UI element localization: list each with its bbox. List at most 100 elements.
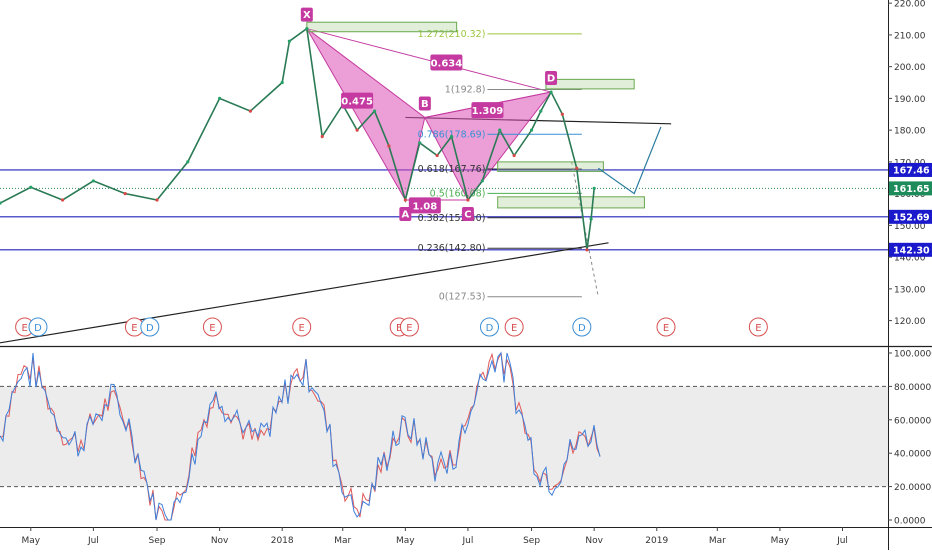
price-point: [418, 141, 422, 145]
oscillator-tick-label: 100.0000: [894, 350, 932, 360]
price-point: [435, 153, 439, 158]
event-marker: [399, 317, 419, 337]
price-tick-label: 210.00: [894, 31, 926, 41]
pattern-ratio-label: 0.475: [341, 97, 373, 108]
pattern-ratio-label: 1.309: [472, 106, 504, 117]
price-point: [186, 160, 190, 164]
pattern-leg-xd: [306, 28, 552, 93]
oscillator-tick-label: 60.0000: [894, 416, 931, 426]
trend-line: [0, 242, 609, 344]
price-tick-label: 150.00: [894, 222, 926, 232]
price-point: [575, 166, 579, 170]
price-point: [529, 128, 534, 132]
target-zone-box: [497, 161, 604, 172]
price-point: [549, 90, 553, 94]
pattern-point-label: X: [303, 10, 311, 21]
pattern-point-badge: [461, 206, 474, 221]
price-point: [560, 112, 564, 116]
price-tick-label: 180.00: [894, 127, 926, 137]
price-tick-label: 120.00: [894, 317, 926, 327]
fib-level-label: 0.618(167.76): [418, 164, 486, 175]
event-marker: [656, 317, 676, 337]
event-marker: [292, 317, 312, 337]
event-marker-label: E: [755, 323, 761, 334]
price-point: [155, 198, 159, 202]
price-point: [449, 134, 454, 139]
event-marker-label: E: [663, 323, 669, 334]
time-tick-label: Sep: [149, 536, 166, 546]
event-marker-label: E: [406, 323, 412, 334]
price-point: [305, 26, 309, 31]
target-zone-box: [497, 196, 645, 209]
time-tick-label: Sep: [523, 536, 540, 546]
time-tick-label: May: [396, 536, 415, 546]
event-marker-label: E: [209, 323, 215, 334]
price-level-value: 142.30: [893, 245, 930, 256]
price-point: [123, 192, 127, 196]
target-zone-box: [545, 78, 635, 90]
oscillator-tick-label: 0.0000: [894, 516, 926, 526]
pattern-point-badge: [300, 7, 313, 22]
price-point: [287, 39, 291, 43]
price-tick-label: 130.00: [894, 285, 926, 295]
pattern-point-label: C: [464, 209, 471, 220]
pattern-ratio-badge: [408, 197, 441, 214]
fib-level-label: 0.236(142.80): [418, 243, 486, 254]
fib-level-label: 1(192.8): [445, 85, 486, 96]
event-marker: [202, 317, 222, 337]
price-point: [60, 198, 65, 202]
price-point: [280, 80, 284, 85]
oscillator-line-d: [0, 351, 601, 521]
price-point: [480, 179, 484, 183]
price-tick-label: 190.00: [894, 95, 926, 105]
price-point: [355, 128, 359, 132]
price-point: [320, 134, 324, 139]
price-tick-label: 200.00: [894, 63, 926, 73]
time-tick-label: May: [21, 536, 40, 546]
fib-level-label: 0.786(178.69): [418, 129, 486, 140]
price-tick-label: 220.00: [894, 0, 926, 10]
time-tick-label: Jul: [836, 536, 848, 546]
pattern-ratio-badge: [430, 54, 463, 71]
pattern-ratio-badge: [471, 102, 504, 119]
time-tick-label: May: [771, 536, 790, 546]
event-marker: [504, 317, 524, 337]
price-level-badge: [889, 181, 932, 196]
price-point: [248, 109, 252, 113]
oscillator-tick-label: 20.0000: [894, 483, 931, 493]
oscillator-tick-label: 80.0000: [894, 383, 931, 393]
event-marker: [748, 317, 768, 337]
event-marker-label: E: [511, 323, 517, 334]
price-level-badge: [889, 242, 932, 257]
time-tick-label: Mar: [709, 536, 726, 546]
target-zone-box: [306, 21, 458, 33]
price-level-badge: [889, 162, 932, 177]
price-level-value: 161.65: [893, 184, 930, 195]
price-level-value: 167.46: [893, 165, 930, 176]
price-point: [592, 186, 596, 190]
price-point: [387, 144, 391, 148]
pattern-point-badge: [399, 206, 412, 221]
price-point: [585, 248, 589, 252]
pattern-point-badge: [418, 96, 431, 111]
event-marker-label: D: [486, 323, 494, 334]
time-tick-label: Jul: [87, 536, 99, 546]
price-point: [589, 217, 593, 221]
event-marker-label: E: [131, 323, 137, 334]
event-marker: [28, 317, 48, 337]
oscillator-band-fill: [0, 386, 888, 487]
time-tick-label: Jul: [462, 536, 474, 546]
price-point: [0, 201, 2, 205]
price-point: [218, 96, 222, 101]
projection-arrow: [597, 126, 662, 195]
oscillator-tick-label: 40.0000: [894, 450, 931, 460]
time-tick-label: Mar: [334, 536, 351, 546]
fib-level-label: 1.272(210.32): [418, 29, 486, 40]
pattern-point-badge: [545, 71, 558, 86]
event-marker: [140, 317, 160, 337]
pattern-point-label: B: [421, 99, 429, 110]
pattern-ratio-label: 0.634: [431, 58, 463, 69]
fib-level-label: 0.5(160.08): [430, 188, 486, 199]
pattern-ratio-badge: [341, 92, 374, 109]
